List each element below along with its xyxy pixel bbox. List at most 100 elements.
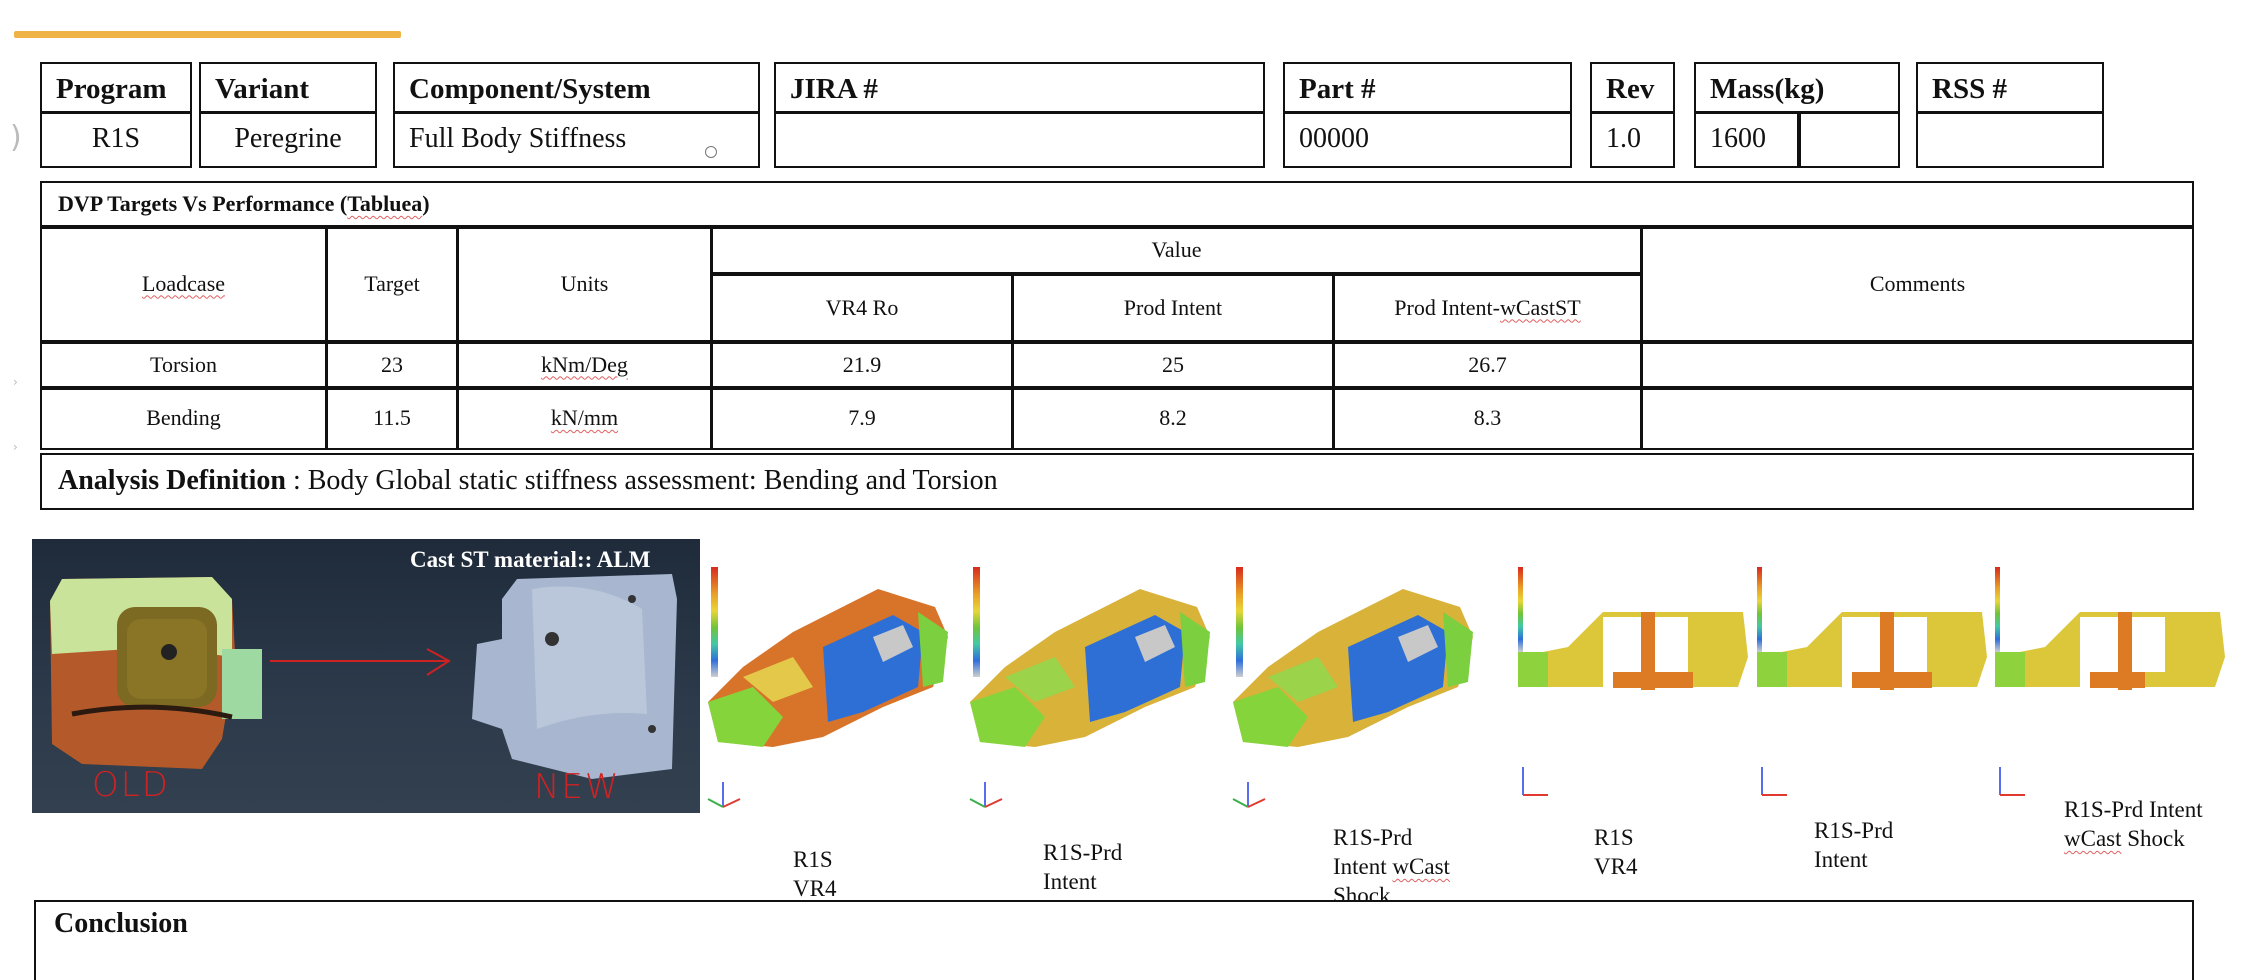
caption-line: Intent [1043,869,1097,894]
rss-value[interactable] [1918,114,2102,166]
caption-line: R1S [1594,825,1634,850]
mass-value[interactable]: 1600 [1710,123,1766,154]
component-system-label: Component/System [395,64,758,114]
cell-units-text: kN/mm [550,405,619,430]
caption-line: Intent [1814,847,1868,872]
dvp-title-squiggle: Tabluea [347,191,423,216]
bending-contour-plot [1518,567,1748,796]
conclusion-title: Conclusion [54,908,188,939]
variant-value[interactable]: Peregrine [234,123,342,154]
col-header-prod-intent-cast: Prod Intent-wCastST [1394,294,1581,320]
caption-line: Intent wCast [1333,854,1450,879]
collapse-marker-icon: ) [10,120,22,155]
divider [42,386,2192,390]
caption-line: VR4 [1594,854,1638,879]
dvp-title-end: ) [422,191,430,216]
col-header-vr4: VR4 Ro [825,294,899,320]
divider [325,227,328,448]
caption-bending-vr4: R1S VR4 [1594,823,1637,881]
row-marker-icon: › [13,375,18,389]
caption-line: R1S-Prd Intent [2064,797,2203,822]
cast-material-caption: Cast ST material:: ALM [410,547,651,572]
caption-torsion-prod-intent-cast: R1S-Prd Intent wCast Shock [1333,823,1450,900]
cast-parts-illustration [50,574,677,779]
rss-label: RSS # [1918,64,2102,114]
accent-bar [14,31,401,38]
divider [42,340,2192,344]
cell-target: 23 [381,351,403,377]
cell-units: kN/mm [459,389,710,447]
program-value[interactable]: R1S [91,123,141,154]
bending-contour-plot [1995,567,2225,796]
divider [1640,227,1643,448]
cell-comments[interactable] [1643,343,2192,386]
col-header-loadcase: Loadcase [42,227,325,340]
col-header-units: Units [560,270,609,296]
caption-torsion-vr4: R1S VR4 [793,845,836,903]
part-label: Part # [1285,64,1570,114]
dvp-title-text: DVP Targets Vs Performance ( [58,191,348,216]
col-header-prod-intent: Prod Intent [1123,294,1223,320]
component-system-value[interactable]: Full Body Stiffness [409,123,627,154]
torsion-contour-plot [707,567,948,808]
cell-comments[interactable] [1643,389,2192,447]
caption-line: VR4 [793,876,837,901]
mass-label: Mass(kg) [1696,64,1898,114]
divider [42,225,2192,229]
caption-line: Shock [1333,883,1391,900]
cell-target: 11.5 [373,405,411,430]
cell-loadcase: Torsion [150,351,217,377]
analysis-text: : Body Global static stiffness assessmen… [285,465,998,496]
cell-vr4: 7.9 [848,405,876,430]
dvp-table-title: DVP Targets Vs Performance (Tabluea) [58,183,430,225]
cell-prod-intent-cast: 8.3 [1473,405,1502,430]
cell-units-text: kNm/Deg [541,351,628,377]
component-system-field: Component/System Full Body Stiffness [393,62,760,168]
cell-prod-intent-cast: 26.7 [1468,351,1507,377]
dvp-table: DVP Targets Vs Performance (Tabluea) Loa… [40,181,2194,450]
col-header-value-group: Value [1151,236,1202,262]
analysis-label: Analysis Definition [58,465,286,496]
cell-units: kNm/Deg [459,343,710,386]
caption-line: R1S-Prd [1333,825,1413,850]
col-header-comments: Comments [1869,270,1966,296]
rev-value[interactable]: 1.0 [1606,123,1641,154]
bending-contour-plot [1757,567,1987,796]
divider [1332,274,1335,448]
row-marker-icon: › [13,440,18,454]
mass-divider [1797,114,1801,166]
bending-plot-prod-intent [1752,537,1992,807]
divider [710,272,1642,276]
cast-comparison-image: Cast ST material:: ALM OLD NEW [32,539,700,813]
torsion-contour-plot [969,567,1210,808]
divider [1011,274,1014,448]
caption-bending-prod-intent: R1S-Prd Intent [1814,816,1893,874]
conclusion-section: Conclusion [34,900,2194,980]
anchor-circle-icon [705,146,717,158]
col-header-loadcase-text: Loadcase [141,270,226,296]
jira-field: JIRA # [774,62,1265,168]
rss-field: RSS # [1916,62,2104,168]
rev-field: Rev 1.0 [1590,62,1675,168]
caption-line: wCast Shock [2064,826,2185,851]
variant-field: Variant Peregrine [199,62,377,168]
mass-value-secondary[interactable] [1801,114,1898,166]
bending-plot-vr4 [1513,537,1753,807]
divider [710,227,713,448]
torsion-plot-prod-intent-cast [1228,537,1478,827]
variant-label: Variant [201,64,375,114]
torsion-plot-prod-intent [965,537,1215,827]
program-field: Program R1S [40,62,192,168]
cell-prod-intent: 25 [1162,351,1184,377]
old-label: OLD [92,765,170,805]
jira-value[interactable] [776,114,1263,166]
jira-label: JIRA # [776,64,1263,114]
cell-loadcase: Bending [146,405,221,430]
mass-field: Mass(kg) 1600 [1694,62,1900,168]
torsion-contour-plot [1232,567,1473,808]
divider [456,227,459,448]
part-value[interactable]: 00000 [1299,123,1369,154]
new-label: NEW [534,767,621,807]
bending-plot-prod-intent-cast [1990,537,2230,807]
program-label: Program [42,64,190,114]
